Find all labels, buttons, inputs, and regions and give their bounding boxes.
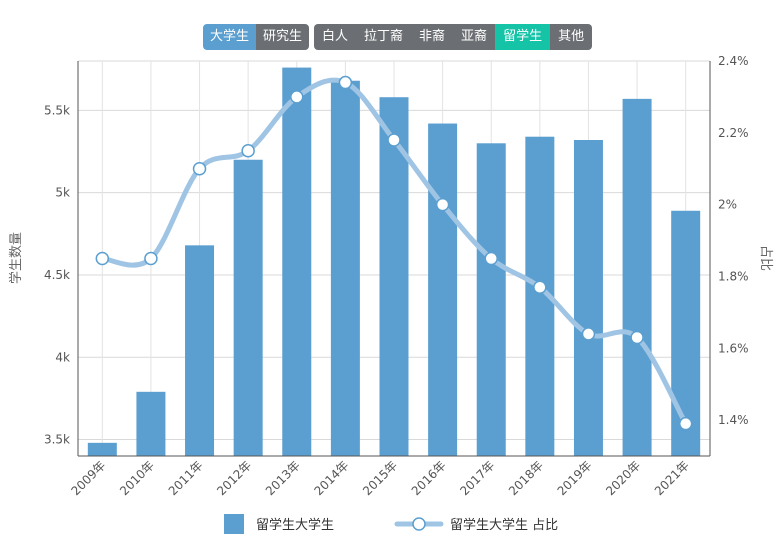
bar [428, 123, 458, 457]
axes-layer [77, 61, 711, 457]
group-toggle: 白人 拉丁裔 非裔 亚裔 留学生 其他 [314, 24, 593, 50]
bar [185, 245, 215, 456]
bar [379, 97, 409, 456]
bars-layer [87, 67, 701, 457]
x-tick-label: 2013年 [263, 458, 303, 498]
y-left-tick-label: 5k [55, 186, 70, 200]
share-point [581, 327, 596, 341]
toggle-asian[interactable]: 亚裔 [453, 24, 496, 50]
y-left-tick-label: 3.5k [44, 433, 70, 447]
share-point [435, 197, 450, 212]
x-tick-label: 2017年 [457, 458, 497, 498]
toggle-graduate[interactable]: 研究生 [256, 24, 310, 50]
toggle-international[interactable]: 留学生 [495, 24, 551, 50]
bar [282, 67, 312, 456]
share-point [144, 251, 158, 266]
y-right-tick-label: 2.4% [718, 54, 749, 68]
toggle-undergrad[interactable]: 大学生 [203, 24, 257, 50]
bar [330, 80, 360, 456]
share-point [338, 75, 353, 90]
y-right-tick-label: 1.6% [718, 341, 749, 355]
x-tick-label: 2020年 [603, 458, 643, 498]
share-point [533, 280, 547, 294]
x-tick-label: 2016年 [409, 458, 449, 498]
level-toggle: 大学生 研究生 [203, 24, 310, 50]
share-point [290, 90, 304, 104]
share-point [192, 161, 207, 176]
legend-line-marker [412, 517, 426, 531]
share-point [241, 144, 255, 158]
share-point [95, 251, 110, 266]
y-left-axis-title: 学生数量 [8, 232, 24, 284]
bar [233, 159, 263, 456]
y-left-tick-label: 4k [55, 350, 70, 364]
bar [136, 391, 166, 456]
y-left-tick-label: 5.5k [44, 103, 70, 117]
bar [573, 140, 603, 456]
x-tick-label: 2014年 [312, 458, 352, 498]
y-right-tick-label: 2% [718, 198, 737, 212]
x-tick-label: 2015年 [360, 458, 400, 498]
toggle-other[interactable]: 其他 [550, 24, 593, 50]
legend-item-line[interactable]: 留学生大学生 占比 [394, 517, 558, 533]
toggle-latino[interactable]: 拉丁裔 [356, 24, 412, 50]
x-tick-label: 2010年 [117, 458, 157, 498]
x-tick-label: 2021年 [652, 458, 692, 498]
x-tick-label: 2018年 [506, 458, 546, 498]
bar [87, 442, 117, 456]
legend-bar-swatch [224, 514, 244, 534]
share-point [678, 416, 693, 431]
toggle-african[interactable]: 非裔 [411, 24, 454, 50]
share-point [484, 251, 498, 266]
legend: 留学生大学生 留学生大学生 占比 [224, 514, 558, 534]
toggle-white[interactable]: 白人 [314, 24, 357, 50]
x-tick-label: 2009年 [68, 458, 108, 498]
line-layer [95, 75, 693, 431]
y-right-tick-label: 1.4% [718, 413, 749, 427]
y-right-axis-title: 占比 [758, 245, 773, 271]
legend-item-bar[interactable]: 留学生大学生 [224, 514, 334, 534]
y-right-tick-label: 1.8% [718, 269, 749, 283]
legend-bar-label: 留学生大学生 [256, 517, 334, 533]
bar [476, 143, 506, 456]
legend-line-label: 留学生大学生 占比 [450, 517, 558, 533]
y-right-tick-label: 2.2% [718, 126, 749, 140]
x-tick-label: 2019年 [555, 458, 595, 498]
x-tick-label: 2011年 [166, 458, 206, 498]
share-point [387, 133, 401, 147]
y-left-tick-label: 4.5k [44, 268, 70, 282]
share-point [630, 330, 644, 345]
bar [622, 98, 652, 457]
bar [671, 210, 701, 456]
x-tick-label: 2012年 [214, 458, 254, 498]
